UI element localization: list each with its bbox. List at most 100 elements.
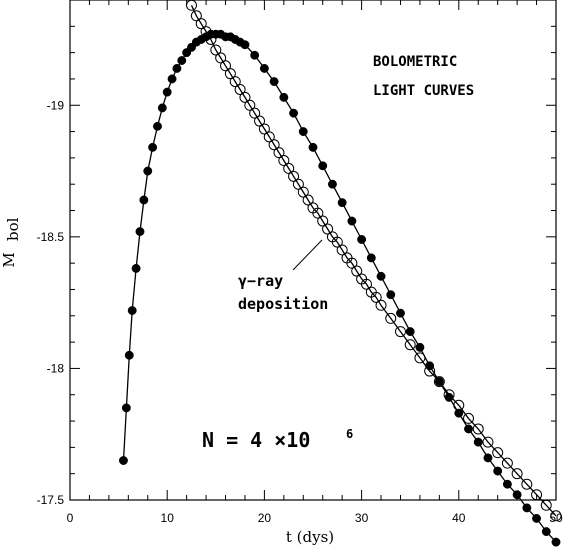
deposition-label: deposition: [238, 295, 328, 313]
open-data-point: [258, 123, 270, 135]
filled-data-point: [405, 327, 415, 337]
filled-data-point: [139, 195, 149, 205]
open-data-point: [297, 186, 309, 198]
open-data-point: [540, 499, 552, 511]
open-data-point: [414, 352, 426, 364]
particle-count-label: N = 4 ×10: [202, 428, 310, 452]
filled-data-point: [483, 453, 493, 463]
open-data-point: [501, 457, 513, 469]
open-data-point: [229, 76, 241, 88]
open-data-point: [239, 91, 251, 103]
open-data-point: [263, 131, 275, 143]
filled-data-point: [119, 456, 128, 465]
open-data-point: [273, 147, 285, 159]
open-data-point: [190, 10, 202, 22]
plot-frame: [69, 0, 557, 501]
open-circle-markers: [186, 0, 562, 522]
filled-data-point: [473, 437, 483, 447]
open-data-point: [404, 339, 416, 351]
open-data-point: [312, 207, 324, 219]
filled-data-point: [121, 403, 131, 413]
x-tick-labels: 0 10 20 30 40 50: [67, 511, 563, 525]
open-data-point: [346, 257, 358, 269]
filled-data-point: [425, 361, 435, 371]
gamma-ray-label: γ−ray: [238, 272, 283, 290]
filled-data-point: [269, 77, 279, 87]
filled-data-point: [279, 92, 289, 102]
y-axis-label-group: M bol: [0, 217, 22, 267]
filled-data-point: [308, 142, 318, 152]
filled-data-point: [289, 108, 299, 118]
x-tick-label: 0: [67, 511, 74, 525]
open-data-point: [385, 312, 397, 324]
filled-data-point: [172, 63, 182, 73]
y-tick-label: -17.5: [37, 493, 65, 507]
y-tick-label: -18.5: [37, 230, 65, 244]
x-tick-label: 20: [258, 511, 272, 525]
filled-data-point: [318, 161, 328, 171]
filled-data-point: [464, 424, 473, 434]
y-tick-label: -19: [47, 98, 65, 112]
filled-data-point: [396, 308, 405, 318]
open-data-point: [375, 299, 387, 311]
open-data-point: [331, 236, 343, 248]
open-data-point: [249, 107, 261, 119]
open-data-point: [215, 52, 227, 64]
open-data-point: [322, 223, 334, 235]
filled-data-point: [502, 479, 512, 489]
filled-data-point: [434, 377, 444, 387]
title-line-1: BOLOMETRIC: [373, 54, 457, 70]
open-data-point: [278, 155, 290, 167]
filled-data-point: [157, 103, 167, 113]
axis-ticks: [69, 0, 557, 501]
open-data-point: [288, 170, 300, 182]
filled-data-point: [143, 166, 153, 176]
filled-data-point: [551, 537, 561, 547]
filled-data-point: [148, 142, 158, 152]
open-data-point: [521, 478, 533, 490]
filled-data-point: [493, 466, 503, 476]
y-tick-label: -18: [47, 361, 65, 375]
open-data-point: [433, 376, 445, 388]
filled-data-point: [250, 50, 260, 60]
open-data-point: [244, 99, 256, 111]
open-data-point: [336, 244, 348, 256]
x-axis-label: t (dys): [286, 528, 334, 546]
filled-data-point: [298, 127, 308, 137]
open-data-point: [492, 447, 504, 459]
open-data-point: [292, 178, 304, 190]
open-data-point: [351, 265, 363, 277]
open-data-point: [482, 436, 494, 448]
filled-data-point: [366, 253, 376, 263]
filled-data-point: [127, 306, 137, 315]
y-axis-label: M: [0, 252, 18, 267]
open-data-point: [472, 423, 484, 435]
open-data-point: [370, 291, 382, 303]
open-data-point: [195, 18, 207, 30]
x-tick-label: 30: [355, 511, 369, 525]
open-data-point: [210, 44, 222, 56]
open-data-point: [254, 115, 266, 127]
filled-data-point: [135, 227, 145, 237]
title-line-2: LIGHT CURVES: [373, 83, 474, 99]
filled-data-point: [512, 490, 522, 500]
filled-data-point: [153, 121, 162, 131]
open-data-point: [268, 139, 280, 151]
filled-circle-markers: [119, 29, 561, 547]
y-tick-labels: -19 -18.5 -18 -17.5: [37, 98, 65, 507]
open-data-point: [302, 194, 314, 206]
filled-data-point: [532, 513, 542, 523]
filled-data-point: [131, 263, 141, 273]
gamma-ray-pointer-line: [292, 239, 323, 271]
open-data-point: [234, 83, 246, 95]
filled-data-point: [167, 74, 177, 84]
filled-data-point: [357, 235, 367, 244]
x-tick-label: 10: [161, 511, 175, 525]
filled-data-point: [177, 56, 187, 65]
open-data-point: [360, 278, 372, 290]
x-tick-label: 50: [549, 511, 563, 525]
open-data-point: [531, 489, 543, 501]
filled-data-point: [124, 350, 134, 360]
filled-data-point: [444, 392, 454, 402]
open-data-point: [283, 162, 295, 174]
